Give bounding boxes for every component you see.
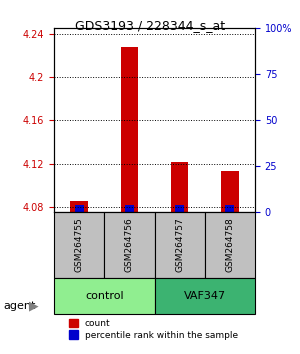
Text: VAF347: VAF347 (184, 291, 226, 301)
Bar (171, 162, 188, 212)
Bar (70, 201, 88, 212)
Text: control: control (85, 291, 124, 301)
Text: GSM264755: GSM264755 (75, 218, 84, 273)
FancyBboxPatch shape (154, 278, 255, 314)
FancyBboxPatch shape (54, 212, 104, 278)
Bar (121, 47, 138, 212)
Bar (75, 205, 83, 212)
Text: GSM264758: GSM264758 (225, 218, 234, 273)
Bar (175, 205, 184, 212)
Text: GDS3193 / 228344_s_at: GDS3193 / 228344_s_at (75, 19, 225, 33)
Text: GSM264757: GSM264757 (175, 218, 184, 273)
FancyBboxPatch shape (54, 278, 154, 314)
Bar (226, 205, 234, 212)
Text: ▶: ▶ (28, 300, 38, 313)
FancyBboxPatch shape (205, 212, 255, 278)
Bar (125, 205, 134, 212)
FancyBboxPatch shape (104, 212, 154, 278)
Bar (221, 171, 239, 212)
Legend: count, percentile rank within the sample: count, percentile rank within the sample (69, 319, 238, 339)
FancyBboxPatch shape (154, 212, 205, 278)
Text: agent: agent (3, 301, 35, 311)
Text: GSM264756: GSM264756 (125, 218, 134, 273)
